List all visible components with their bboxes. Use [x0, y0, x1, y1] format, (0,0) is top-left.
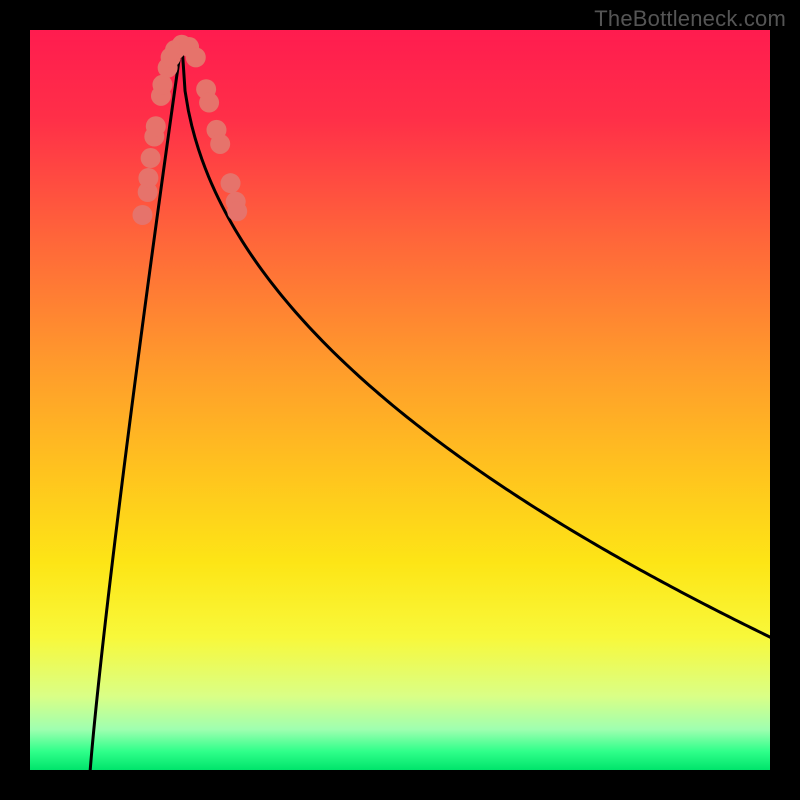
- data-point: [132, 205, 152, 225]
- data-point: [199, 93, 219, 113]
- data-point: [138, 168, 158, 188]
- data-point: [152, 75, 172, 95]
- plot-area: [30, 30, 770, 770]
- data-point: [210, 134, 230, 154]
- bottleneck-curve: [89, 41, 785, 785]
- data-point: [227, 201, 247, 221]
- chart-svg: [30, 30, 770, 770]
- chart-frame: TheBottleneck.com: [0, 0, 800, 800]
- data-point: [186, 47, 206, 67]
- data-point: [141, 148, 161, 168]
- data-point: [146, 116, 166, 136]
- data-point: [221, 173, 241, 193]
- watermark-text: TheBottleneck.com: [594, 6, 786, 32]
- data-points-group: [132, 35, 247, 225]
